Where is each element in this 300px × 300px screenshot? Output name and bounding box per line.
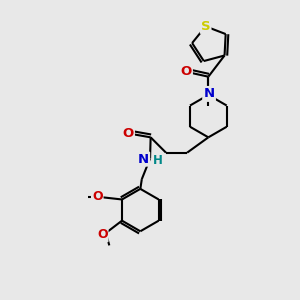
Text: O: O xyxy=(92,190,103,203)
Text: N: N xyxy=(138,153,149,166)
Text: N: N xyxy=(204,88,215,101)
Text: S: S xyxy=(201,20,210,33)
Text: H: H xyxy=(153,154,163,167)
Text: N: N xyxy=(203,87,214,100)
Text: O: O xyxy=(181,65,192,78)
Text: O: O xyxy=(97,228,108,241)
Text: O: O xyxy=(123,127,134,140)
